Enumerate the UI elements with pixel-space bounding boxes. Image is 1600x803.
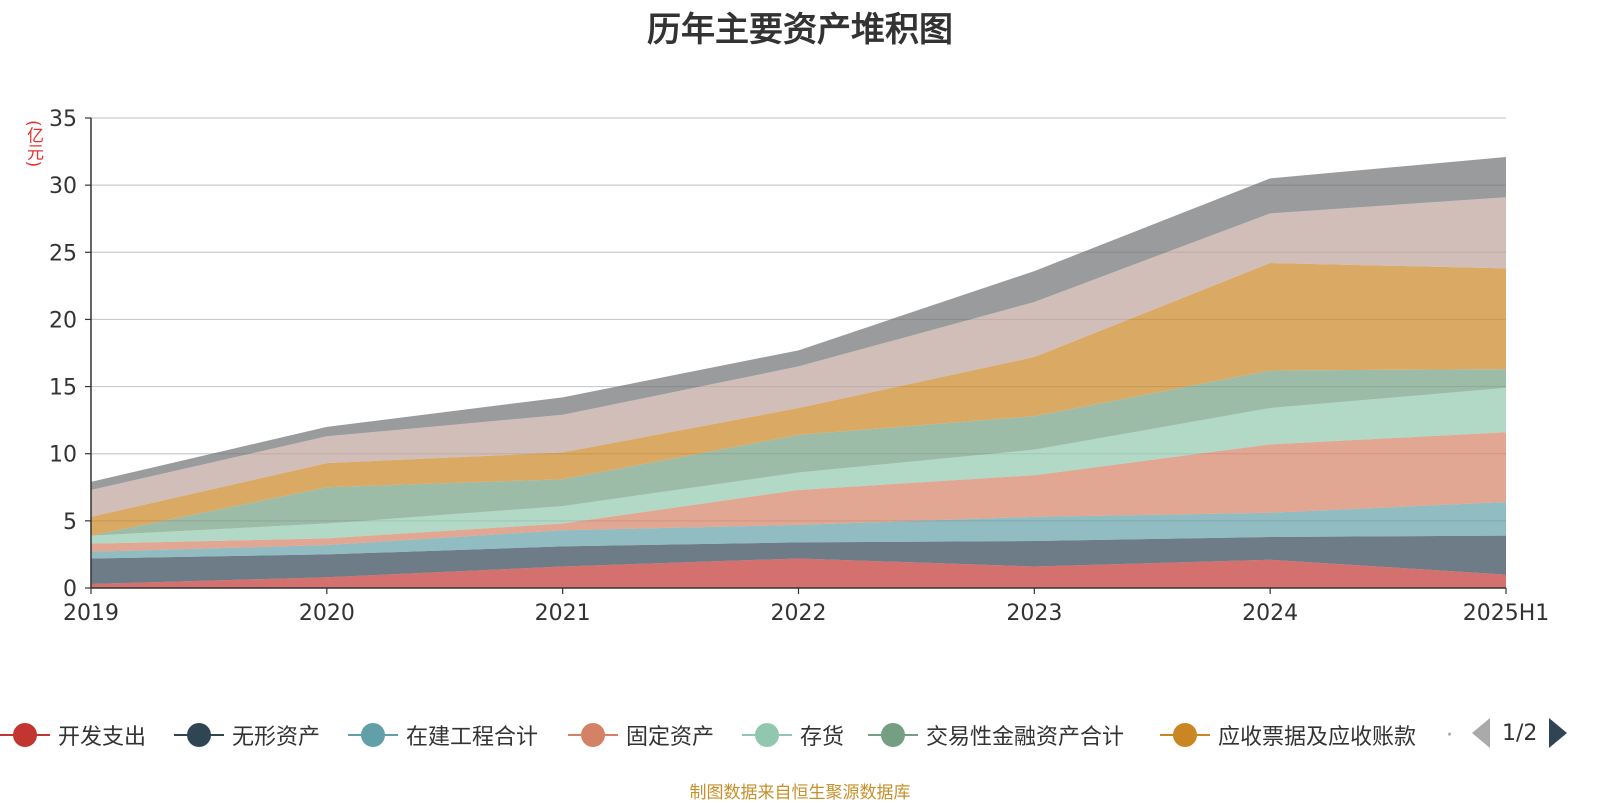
area-series-交易性金融资产合计 bbox=[91, 369, 1506, 536]
x-tick-label: 2021 bbox=[535, 601, 591, 626]
area-series bbox=[91, 156, 1506, 588]
area-series-其他 bbox=[91, 156, 1506, 490]
legend-label: 固定资产 bbox=[626, 725, 715, 750]
x-tick-label: 2025H1 bbox=[1463, 601, 1550, 626]
legend-marker-icon bbox=[868, 723, 918, 747]
legend-marker-icon bbox=[1160, 723, 1210, 747]
axes: 0 5 10 15 20 25 30 35 2019 2020 2021 2022 2023 2024 20… bbox=[49, 107, 1549, 626]
legend-prev-page-arrow-icon[interactable] bbox=[1472, 718, 1490, 748]
area-series-无形资产 bbox=[91, 535, 1506, 584]
legend-marker-icon bbox=[568, 723, 618, 747]
legend-item[interactable]: 存货 bbox=[742, 715, 844, 755]
x-tick-label: 2024 bbox=[1242, 601, 1298, 626]
y-tick-label: 0 bbox=[63, 577, 77, 602]
legend-label: 无形资产 bbox=[232, 725, 321, 750]
area-series-存货 bbox=[91, 387, 1506, 544]
data-source-note: 制图数据来自恒生聚源数据库 bbox=[689, 783, 911, 803]
chart-title: 历年主要资产堆积图 bbox=[647, 10, 953, 50]
legend-label: 在建工程合计 bbox=[406, 725, 539, 750]
legend-label: 应收票据及应收账款 bbox=[1218, 725, 1417, 750]
y-tick-label: 10 bbox=[49, 443, 77, 468]
y-tick-label: 5 bbox=[63, 510, 77, 535]
x-tick-label: 2020 bbox=[299, 601, 355, 626]
legend-page-indicator: 1/2 bbox=[1502, 720, 1538, 746]
legend-next-page-arrow-icon[interactable] bbox=[1549, 718, 1568, 748]
x-tick-label: 2019 bbox=[63, 601, 119, 626]
legend-marker-icon bbox=[174, 723, 224, 747]
legend-pager: 1/2 bbox=[1472, 717, 1568, 749]
legend-item[interactable]: 交易性金融资产合计 bbox=[868, 715, 1124, 755]
legend-marker-icon bbox=[348, 723, 398, 747]
legend: 开发支出 无形资产 在建工程合计 固定资产 存货 交易性金融资产合计 应收票据及应收账款 · bbox=[0, 715, 1500, 755]
legend-item[interactable]: 在建工程合计 bbox=[348, 715, 538, 755]
legend-item[interactable]: 无形资产 bbox=[174, 715, 320, 755]
y-axis-unit-label: (亿元) bbox=[23, 120, 43, 168]
area-series-开发支出 bbox=[91, 558, 1506, 588]
y-tick-label: 30 bbox=[49, 174, 77, 199]
area-series-固定资产 bbox=[91, 432, 1506, 552]
legend-marker-icon bbox=[0, 723, 50, 747]
legend-marker-icon bbox=[742, 723, 792, 747]
legend-item[interactable]: 开发支出 bbox=[0, 715, 146, 755]
y-tick-label: 20 bbox=[49, 308, 77, 333]
legend-label: 开发支出 bbox=[58, 725, 147, 750]
area-series-应收票据及应收账款 bbox=[91, 263, 1506, 536]
legend-overflow-mark: · bbox=[1446, 722, 1453, 748]
y-tick-label: 15 bbox=[49, 376, 77, 401]
legend-label: 交易性金融资产合计 bbox=[926, 725, 1125, 750]
legend-item[interactable]: 应收票据及应收账款 bbox=[1160, 715, 1416, 755]
area-series-在建工程合计 bbox=[91, 502, 1506, 559]
legend-item[interactable]: 固定资产 bbox=[568, 715, 714, 755]
x-tick-label: 2022 bbox=[771, 601, 827, 626]
area-series-货币资金 bbox=[91, 197, 1506, 517]
y-tick-label: 35 bbox=[49, 107, 77, 132]
legend-label: 存货 bbox=[800, 725, 845, 750]
y-tick-label: 25 bbox=[49, 241, 77, 266]
x-tick-label: 2023 bbox=[1006, 601, 1062, 626]
